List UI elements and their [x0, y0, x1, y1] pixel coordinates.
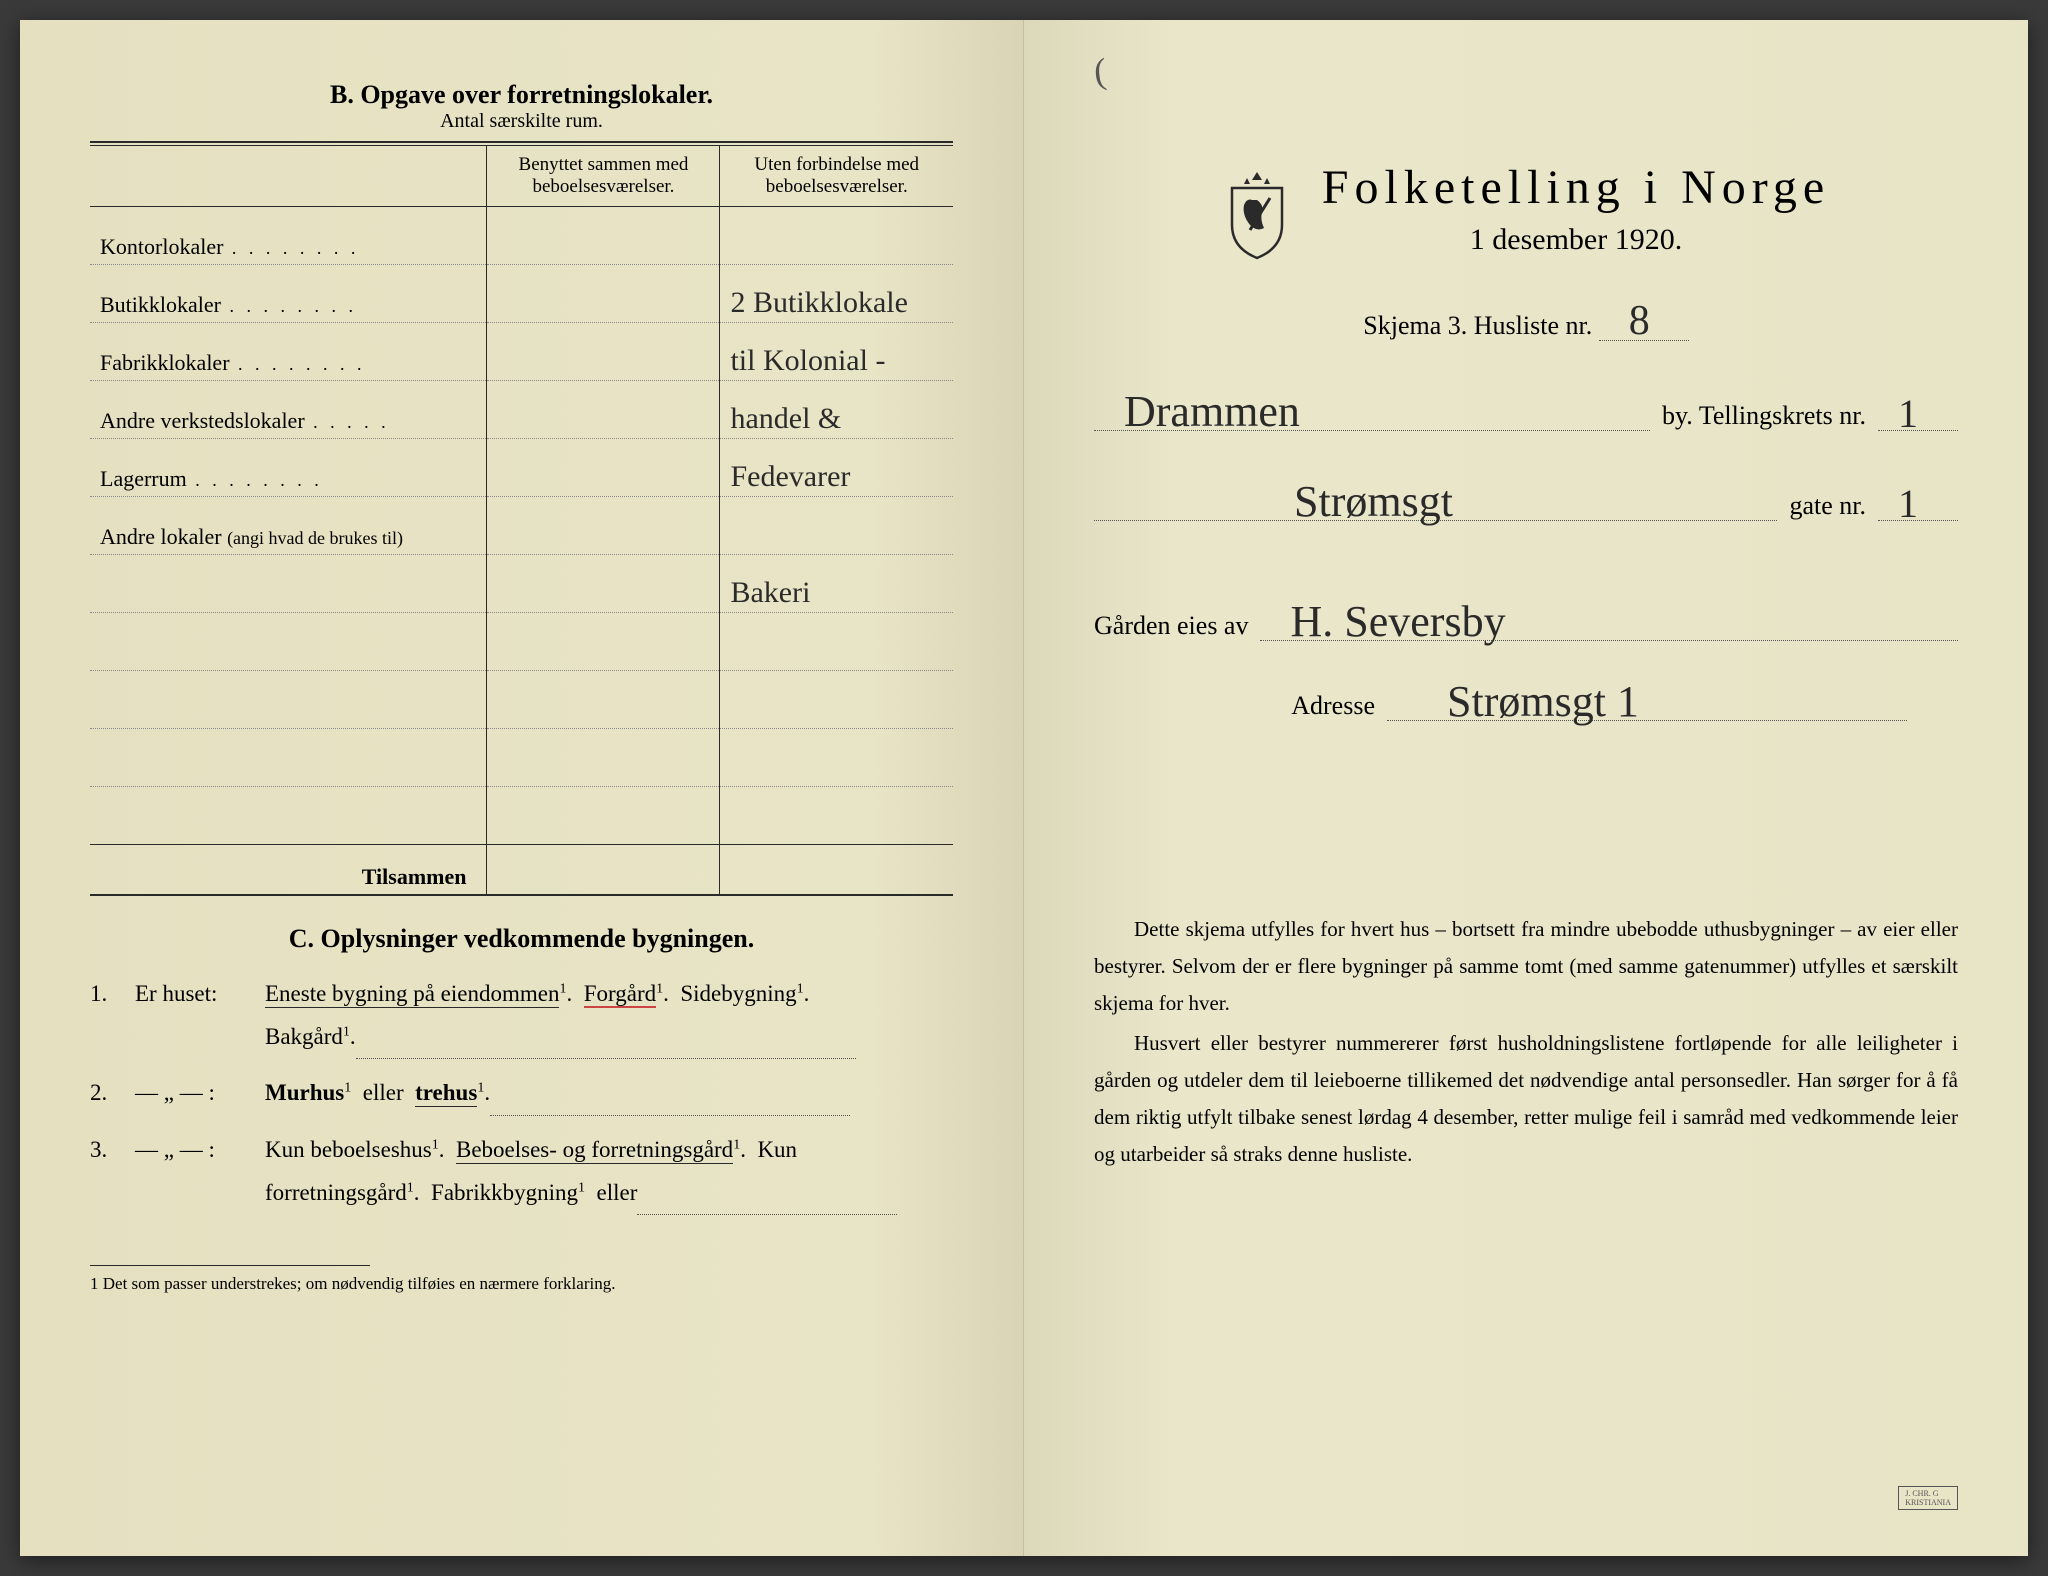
- instructions-p1: Dette skjema utfylles for hvert hus – bo…: [1094, 911, 1958, 1021]
- instructions: Dette skjema utfylles for hvert hus – bo…: [1094, 911, 1958, 1172]
- q-option: Murhus: [265, 1080, 344, 1105]
- table-row: Bakeri: [90, 555, 953, 613]
- cell: handel &: [720, 381, 953, 439]
- cell: til Kolonial -: [720, 323, 953, 381]
- total-row: Tilsammen: [90, 845, 953, 895]
- q-option: Eneste bygning på eiendommen: [265, 981, 559, 1008]
- owner-value: H. Seversby: [1290, 600, 1505, 644]
- cell: [720, 497, 953, 555]
- q-option: forretningsgård: [265, 1180, 407, 1205]
- gate-nr: 1: [1898, 484, 1918, 524]
- row-label: [90, 555, 487, 613]
- main-title: Folketelling i Norge: [1322, 160, 1830, 215]
- cell: [487, 265, 720, 323]
- cell: Bakeri: [720, 555, 953, 613]
- q-option: Forgård: [584, 981, 656, 1008]
- q-text: eller: [597, 1180, 638, 1205]
- row-label: Lagerrum: [100, 466, 187, 491]
- document-spread: B. Opgave over forretningslokaler. Antal…: [20, 20, 2028, 1556]
- cell: [487, 439, 720, 497]
- row-label: Andre lokaler: [100, 524, 222, 549]
- footnote-rule: [90, 1265, 370, 1266]
- q-option: Sidebygning: [680, 981, 796, 1006]
- q-option: Bakgård: [265, 1024, 343, 1049]
- question-2: 2. — „ — : Murhus1 eller trehus1.: [90, 1071, 953, 1116]
- table-row: Fabrikklokaler til Kolonial -: [90, 323, 953, 381]
- section-b-title: B. Opgave over forretningslokaler.: [90, 80, 953, 110]
- pencil-mark: (: [1092, 50, 1108, 93]
- cell: [487, 207, 720, 265]
- q-text: eller: [363, 1080, 404, 1105]
- section-c-title: C. Oplysninger vedkommende bygningen.: [90, 924, 953, 954]
- skjema-line: Skjema 3. Husliste nr. 8: [1094, 310, 1958, 341]
- q-lead: Er huset:: [135, 972, 265, 1059]
- row-label: Kontorlokaler: [100, 234, 223, 259]
- row-label: Butikklokaler: [100, 292, 221, 317]
- table-row: [90, 729, 953, 787]
- gate-label: gate nr.: [1789, 491, 1866, 521]
- q-option: Kun beboelseshus: [265, 1137, 432, 1162]
- owner-row: Gården eies av H. Seversby: [1094, 601, 1958, 641]
- cell: [720, 207, 953, 265]
- left-page: B. Opgave over forretningslokaler. Antal…: [20, 20, 1024, 1556]
- table-row: [90, 671, 953, 729]
- q-option: Fabrikkbygning: [431, 1180, 578, 1205]
- q-text: Kun: [757, 1137, 797, 1162]
- table-row: Andre verkstedslokaler handel &: [90, 381, 953, 439]
- col-header-1: Benyttet sammen med beboelsesværelser.: [487, 146, 720, 207]
- table-row: Lagerrum Fedevarer: [90, 439, 953, 497]
- cell: [487, 555, 720, 613]
- cell: 2 Butikklokale: [720, 265, 953, 323]
- by-label: by. Tellingskrets nr.: [1662, 401, 1866, 431]
- address-row: Adresse Strømsgt 1: [1094, 681, 1958, 721]
- by-value: Drammen: [1124, 390, 1300, 434]
- by-row: Drammen by. Tellingskrets nr. 1: [1094, 391, 1958, 431]
- instructions-p2: Husvert eller bestyrer nummererer først …: [1094, 1025, 1958, 1172]
- printer-mark: J. CHR. GKRISTIANIA: [1898, 1486, 1958, 1510]
- row-label: Fabrikklokaler: [100, 350, 230, 375]
- question-3: 3. — „ — : Kun beboelseshus1. Beboelses-…: [90, 1128, 953, 1215]
- footnote: 1 Det som passer understrekes; om nødven…: [90, 1274, 953, 1294]
- header: Folketelling i Norge 1 desember 1920.: [1094, 160, 1958, 260]
- table-row: [90, 787, 953, 845]
- section-b-subtitle: Antal særskilte rum.: [90, 110, 953, 133]
- q-option: trehus: [415, 1080, 477, 1107]
- q-option: Beboelses- og forretningsgård: [456, 1137, 733, 1164]
- coat-of-arms-icon: [1222, 170, 1292, 260]
- q-lead: — „ — :: [135, 1071, 265, 1116]
- husliste-nr: 8: [1629, 300, 1650, 342]
- col-header-2: Uten forbindelse med beboelsesværelser.: [720, 146, 953, 207]
- row-label: Andre verkstedslokaler: [100, 408, 305, 433]
- addr-value: Strømsgt 1: [1447, 680, 1639, 724]
- q-lead: — „ — :: [135, 1128, 265, 1215]
- business-premises-table: Benyttet sammen med beboelsesværelser. U…: [90, 146, 953, 896]
- table-row: Andre lokaler (angi hvad de brukes til): [90, 497, 953, 555]
- addr-label: Adresse: [1145, 691, 1375, 721]
- gate-value: Strømsgt: [1294, 480, 1453, 524]
- cell: [487, 381, 720, 439]
- right-page: ( Folketelling i Norge 1 desember 1920. …: [1024, 20, 2028, 1556]
- krets-nr: 1: [1898, 394, 1918, 434]
- gate-row: Strømsgt gate nr. 1: [1094, 481, 1958, 521]
- cell: Fedevarer: [720, 439, 953, 497]
- owner-label: Gården eies av: [1094, 611, 1248, 641]
- cell: [487, 497, 720, 555]
- table-row: Kontorlokaler: [90, 207, 953, 265]
- row-paren: (angi hvad de brukes til): [227, 528, 403, 548]
- question-1: 1. Er huset: Eneste bygning på eiendomme…: [90, 972, 953, 1059]
- cell: [487, 323, 720, 381]
- total-label: Tilsammen: [90, 845, 487, 895]
- census-date: 1 desember 1920.: [1322, 223, 1830, 257]
- table-row: [90, 613, 953, 671]
- table-row: Butikklokaler 2 Butikklokale: [90, 265, 953, 323]
- skjema-label: Skjema 3. Husliste nr.: [1363, 311, 1592, 340]
